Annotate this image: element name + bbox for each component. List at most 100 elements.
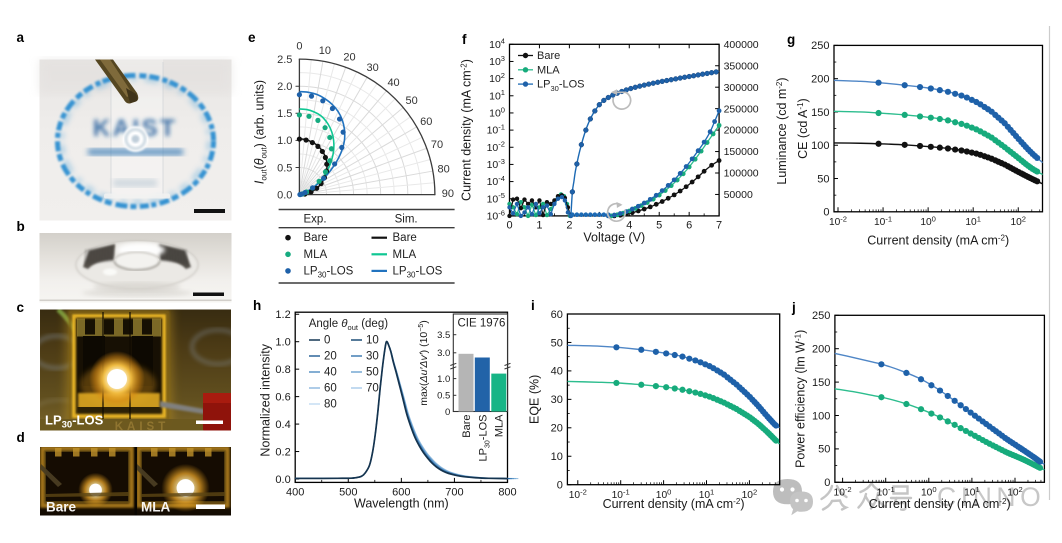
svg-text:LP30 -LOS: LP30 -LOS <box>393 265 443 279</box>
svg-text:Exp.: Exp. <box>304 214 327 226</box>
svg-text:3: 3 <box>596 219 602 231</box>
svg-text:max(Δu′Δv′) (10−5 ): max(Δu′Δv′) (10−5 ) <box>418 320 430 406</box>
svg-text:MLA: MLA <box>393 249 417 261</box>
svg-text:20: 20 <box>551 423 563 435</box>
svg-text:60: 60 <box>420 116 432 128</box>
svg-text:0.6: 0.6 <box>275 391 290 403</box>
svg-text:50000: 50000 <box>724 189 753 201</box>
svg-text:300000: 300000 <box>724 82 759 94</box>
svg-text:c: c <box>17 300 25 315</box>
svg-text:0: 0 <box>557 480 563 492</box>
svg-text:500: 500 <box>339 486 357 498</box>
svg-text:250000: 250000 <box>724 103 759 115</box>
svg-text:0.4: 0.4 <box>275 419 290 431</box>
svg-text:40: 40 <box>551 366 563 378</box>
svg-text:0.5: 0.5 <box>277 162 292 174</box>
svg-text:2.5: 2.5 <box>277 54 292 66</box>
svg-text:3.5: 3.5 <box>437 330 450 341</box>
svg-text:EQE (%): EQE (%) <box>528 375 542 424</box>
svg-text:40: 40 <box>387 77 399 89</box>
svg-text:50: 50 <box>551 337 563 349</box>
svg-text:Luminance (cd m-2 ): Luminance (cd m-2 ) <box>775 77 789 184</box>
svg-text:6: 6 <box>686 219 692 231</box>
svg-text:g: g <box>787 32 795 47</box>
svg-text:Current density (mA cm-2 ): Current density (mA cm-2 ) <box>459 59 473 201</box>
svg-text:Current density (mA cm-2 ): Current density (mA cm-2 ) <box>603 497 745 511</box>
svg-text:2: 2 <box>566 219 572 231</box>
svg-text:80: 80 <box>324 399 337 411</box>
svg-text:Bare: Bare <box>46 500 77 515</box>
svg-text:80: 80 <box>438 164 450 176</box>
svg-text:50: 50 <box>406 95 418 107</box>
svg-text:0.8: 0.8 <box>275 364 290 376</box>
svg-text:100000: 100000 <box>724 168 759 180</box>
svg-text:0: 0 <box>324 335 330 347</box>
svg-text:j: j <box>791 300 796 315</box>
svg-text:1.0: 1.0 <box>437 374 450 385</box>
svg-text:Angle θout (deg): Angle θout (deg) <box>309 318 389 332</box>
svg-text:3.0: 3.0 <box>437 348 450 359</box>
svg-text:60: 60 <box>324 383 337 395</box>
svg-text:MLA: MLA <box>537 64 560 76</box>
svg-text:d: d <box>17 430 25 445</box>
svg-text:90: 90 <box>442 188 454 200</box>
svg-text:Bare: Bare <box>537 50 560 62</box>
svg-text:h: h <box>253 298 261 313</box>
svg-text:20: 20 <box>324 351 337 363</box>
svg-text:0: 0 <box>824 477 830 489</box>
svg-text:200: 200 <box>812 344 830 356</box>
svg-text:a: a <box>17 30 25 45</box>
svg-text:60: 60 <box>551 309 563 321</box>
svg-text:70: 70 <box>366 383 379 395</box>
svg-text:Bare: Bare <box>304 232 328 244</box>
svg-text:30: 30 <box>551 394 563 406</box>
svg-text:i: i <box>531 298 535 313</box>
svg-text:Voltage (V): Voltage (V) <box>583 231 645 245</box>
svg-text:0: 0 <box>506 219 512 231</box>
svg-text:50: 50 <box>366 367 379 379</box>
svg-text:150000: 150000 <box>724 146 759 158</box>
svg-text:LP30 -LOS: LP30 -LOS <box>477 415 491 462</box>
svg-text:10: 10 <box>319 45 331 57</box>
svg-text:400000: 400000 <box>724 39 759 51</box>
svg-text:4: 4 <box>626 219 632 231</box>
svg-text:50: 50 <box>817 173 829 185</box>
svg-text:100: 100 <box>812 410 830 422</box>
svg-text:LP30 -LOS: LP30 -LOS <box>304 265 354 279</box>
svg-text:CE (cd A-1 ): CE (cd A-1 ) <box>796 98 810 159</box>
svg-text:150: 150 <box>811 107 829 119</box>
svg-text:70: 70 <box>431 139 443 151</box>
svg-text:200: 200 <box>811 73 829 85</box>
svg-text:Normalized intensity: Normalized intensity <box>259 343 273 456</box>
svg-text:0: 0 <box>296 41 302 53</box>
svg-text:LP30-LOS: LP30-LOS <box>45 413 104 431</box>
svg-text:400: 400 <box>286 486 304 498</box>
svg-text:b: b <box>17 219 25 234</box>
svg-text:Iout (θout ) (arb. units): Iout (θout ) (arb. units) <box>253 80 269 184</box>
svg-text:LP30 -LOS: LP30 -LOS <box>537 79 585 93</box>
svg-text:1: 1 <box>536 219 542 231</box>
svg-text:MLA: MLA <box>494 414 506 437</box>
svg-text:0: 0 <box>445 407 450 418</box>
svg-text:10: 10 <box>551 451 563 463</box>
svg-text:150: 150 <box>812 377 830 389</box>
svg-text:1.0: 1.0 <box>275 337 290 349</box>
svg-text:Bare: Bare <box>393 232 417 244</box>
svg-text:350000: 350000 <box>724 60 759 72</box>
svg-text:0.0: 0.0 <box>277 189 292 201</box>
svg-text:40: 40 <box>324 367 337 379</box>
svg-text:1.0: 1.0 <box>277 135 292 147</box>
svg-text:5: 5 <box>656 219 662 231</box>
svg-text:2.0: 2.0 <box>277 81 292 93</box>
svg-text:f: f <box>462 32 467 47</box>
svg-text:30: 30 <box>367 62 379 74</box>
svg-text:Current density (mA cm-2 ): Current density (mA cm-2 ) <box>867 233 1009 247</box>
svg-text:50: 50 <box>818 444 830 456</box>
svg-text:1.2: 1.2 <box>275 309 290 321</box>
svg-text:100: 100 <box>811 140 829 152</box>
svg-text:0.2: 0.2 <box>275 446 290 458</box>
svg-text:800: 800 <box>498 486 516 498</box>
svg-text:Sim.: Sim. <box>395 214 418 226</box>
svg-text:Current density (mA cm-2 ): Current density (mA cm-2 ) <box>869 497 1011 511</box>
svg-text:250: 250 <box>811 40 829 52</box>
